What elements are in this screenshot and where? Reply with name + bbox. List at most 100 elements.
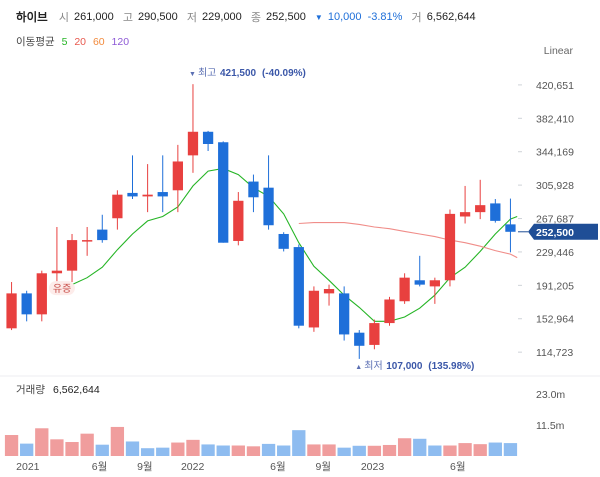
- candle: [339, 286, 350, 341]
- candle: [218, 141, 229, 243]
- price-header: 하이브 시 261,000 고 290,500 저 229,000 종 252,…: [16, 9, 482, 25]
- candle: [233, 192, 244, 246]
- volume-bar: [246, 446, 261, 456]
- candle-body: [339, 293, 350, 335]
- volume-tick-label: 11.5m: [536, 420, 565, 432]
- close-value: 252,500: [266, 11, 306, 23]
- candle: [248, 174, 259, 213]
- change-down-icon: ▼: [314, 12, 323, 22]
- x-axis-label: 9월: [315, 461, 331, 473]
- candle: [429, 277, 440, 304]
- candle-body: [82, 240, 93, 242]
- price-tick-label: 152,964: [536, 314, 574, 326]
- change-percent: -3.81%: [367, 11, 403, 23]
- volume-bar: [110, 426, 125, 456]
- volume-bar: [488, 442, 502, 456]
- volume-bar: [35, 428, 49, 456]
- volume-bar: [382, 444, 397, 456]
- volume-bar: [171, 442, 185, 456]
- candle-body: [505, 224, 516, 232]
- candle: [127, 155, 138, 200]
- candle-body: [97, 229, 108, 241]
- volume-bar: [503, 443, 518, 456]
- price-tick-label: 114,723: [536, 347, 573, 359]
- candle-body: [218, 142, 229, 243]
- candle-body: [66, 240, 78, 271]
- candle: [112, 190, 123, 230]
- current-price-label: 252,500: [536, 227, 574, 239]
- open-value: 261,000: [74, 11, 114, 23]
- candle: [202, 130, 214, 151]
- candle-body: [429, 280, 440, 287]
- candle-body: [384, 299, 395, 324]
- candle-body: [157, 192, 168, 197]
- candle: [142, 164, 153, 213]
- volume-label: 거: [411, 12, 422, 24]
- volume-title: 거래량: [16, 384, 45, 396]
- candle: [444, 209, 456, 287]
- candle: [490, 199, 501, 223]
- ma-5-label[interactable]: 5: [61, 36, 68, 48]
- volume-bar: [156, 447, 170, 456]
- candle: [51, 226, 63, 283]
- candle-body: [187, 131, 199, 156]
- x-axis-label: 2023: [361, 461, 385, 473]
- candle: [82, 226, 93, 256]
- candle-body: [308, 290, 320, 328]
- candle-body: [399, 277, 410, 302]
- volume-bar: [292, 430, 306, 456]
- candle: [6, 282, 17, 331]
- candle-body: [278, 233, 289, 249]
- volume-value-label: 6,562,644: [53, 384, 100, 396]
- price-tick-label: 267,687: [536, 214, 574, 226]
- candle-body: [444, 213, 456, 281]
- volume-bar: [428, 445, 442, 456]
- low-marker-value: 107,000: [386, 361, 423, 372]
- high-marker-icon: ▼: [189, 71, 196, 78]
- low-marker-label: 최저: [364, 360, 382, 372]
- current-price-tag: [528, 223, 598, 240]
- candle: [384, 296, 395, 326]
- volume-bar: [458, 443, 472, 456]
- high-label: 고: [122, 12, 133, 24]
- high-marker-value: 421,500: [220, 68, 257, 79]
- volume-bar: [95, 444, 109, 456]
- ma-60-label[interactable]: 60: [92, 36, 105, 48]
- candle: [459, 185, 471, 224]
- scale-toggle[interactable]: Linear: [543, 45, 573, 57]
- volume-bar: [307, 444, 321, 456]
- volume-bar: [337, 447, 351, 456]
- ma-20-label[interactable]: 20: [74, 36, 87, 48]
- candle-body: [354, 332, 365, 346]
- candle-body: [51, 270, 63, 274]
- price-tick-label: 305,928: [536, 180, 574, 192]
- volume-bar: [473, 444, 487, 456]
- candle: [187, 84, 199, 173]
- volume-bar: [277, 445, 291, 456]
- volume-bar: [352, 445, 366, 456]
- open-label: 시: [58, 12, 69, 24]
- event-badge: [48, 281, 75, 296]
- volume-bar: [201, 444, 215, 456]
- change-value: 10,000: [327, 11, 362, 23]
- candle: [399, 273, 410, 304]
- price-tick-label: 420,651: [536, 80, 574, 92]
- volume-bar: [50, 439, 64, 456]
- volume-bar: [4, 435, 19, 456]
- volume-bar: [397, 438, 412, 456]
- ma-120-label[interactable]: 120: [111, 36, 130, 48]
- candle-body: [369, 323, 380, 345]
- candle-body: [112, 194, 123, 219]
- volume-value: 6,562,644: [426, 11, 476, 23]
- stock-name: 하이브: [16, 12, 48, 24]
- price-tick-label: 382,410: [536, 113, 574, 125]
- volume-bar: [216, 445, 230, 456]
- volume-bar: [65, 442, 79, 456]
- ma-20-line: [298, 222, 518, 259]
- candle: [475, 179, 486, 220]
- candle-body: [323, 289, 335, 294]
- candle-body: [459, 212, 471, 217]
- high-marker-label: 최고: [198, 67, 216, 79]
- moving-average-legend[interactable]: 이동평균 5 20 60 120: [16, 34, 133, 49]
